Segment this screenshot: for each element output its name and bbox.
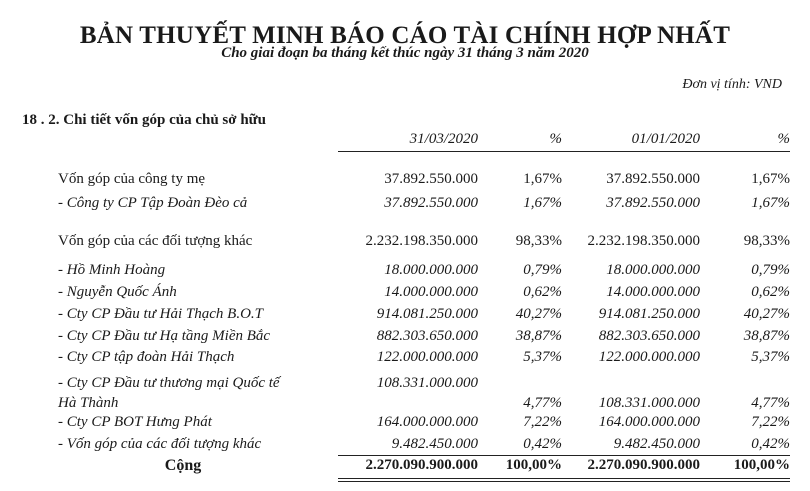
percent-01-01-2020: 38,87% xyxy=(743,328,790,344)
row-label: - Cty CP Đầu tư Hải Thạch B.O.T xyxy=(58,306,263,322)
row-label: - Nguyễn Quốc Ánh xyxy=(58,284,177,300)
value-01-01-2020: 14.000.000.000 xyxy=(606,284,700,300)
percent-31-03-2020: 4,77% xyxy=(523,395,562,411)
row-label: - Cty CP tập đoàn Hải Thạch xyxy=(58,349,235,365)
currency-unit: Đơn vị tính: VND xyxy=(682,77,782,92)
header-pct-1: % xyxy=(549,131,563,147)
percent-01-01-2020: 100,00% xyxy=(733,457,790,473)
percent-01-01-2020: 5,37% xyxy=(751,349,790,365)
value-31-03-2020: 164.000.000.000 xyxy=(376,414,478,430)
value-01-01-2020: 37.892.550.000 xyxy=(606,195,700,211)
percent-31-03-2020: 5,37% xyxy=(523,349,562,365)
percent-31-03-2020: 100,00% xyxy=(505,457,562,473)
percent-31-03-2020: 0,79% xyxy=(523,262,562,278)
subtotal-rule xyxy=(338,455,790,456)
value-01-01-2020: 122.000.000.000 xyxy=(598,349,700,365)
header-date-1: 31/03/2020 xyxy=(409,131,478,147)
percent-31-03-2020: 0,62% xyxy=(523,284,562,300)
row-label: - Hồ Minh Hoàng xyxy=(58,262,166,278)
header-pct-2: % xyxy=(777,131,791,147)
value-01-01-2020: 9.482.450.000 xyxy=(613,436,700,452)
percent-01-01-2020: 1,67% xyxy=(751,195,790,211)
value-01-01-2020: 2.270.090.900.000 xyxy=(587,457,701,473)
row-label: - Cty CP Đầu tư Hạ tầng Miền Bắc xyxy=(58,328,271,344)
value-31-03-2020: 37.892.550.000 xyxy=(384,195,478,211)
value-01-01-2020: 37.892.550.000 xyxy=(606,171,700,187)
section-heading: 18 . 2. Chi tiết vốn góp của chủ sở hữu xyxy=(22,112,267,128)
percent-01-01-2020: 40,27% xyxy=(743,306,790,322)
value-31-03-2020: 108.331.000.000 xyxy=(376,375,478,391)
value-31-03-2020: 18.000.000.000 xyxy=(384,262,478,278)
percent-01-01-2020: 0,42% xyxy=(751,436,790,452)
row-label: - Công ty CP Tập Đoàn Đèo cả xyxy=(58,195,248,211)
row-label: Vốn góp của các đối tượng khác xyxy=(58,233,253,249)
percent-01-01-2020: 7,22% xyxy=(751,414,790,430)
percent-31-03-2020: 1,67% xyxy=(523,171,562,187)
value-31-03-2020: 914.081.250.000 xyxy=(376,306,478,322)
header-date-2: 01/01/2020 xyxy=(631,131,700,147)
percent-31-03-2020: 0,42% xyxy=(523,436,562,452)
value-01-01-2020: 164.000.000.000 xyxy=(598,414,700,430)
total-double-rule-bottom xyxy=(338,481,790,482)
percent-31-03-2020: 98,33% xyxy=(515,233,562,249)
percent-01-01-2020: 0,79% xyxy=(751,262,790,278)
document-title: BẢN THUYẾT MINH BÁO CÁO TÀI CHÍNH HỢP NH… xyxy=(79,22,731,49)
value-31-03-2020: 9.482.450.000 xyxy=(391,436,478,452)
percent-01-01-2020: 4,77% xyxy=(751,395,790,411)
row-label: - Cty CP Đầu tư thương mại Quốc tế xyxy=(58,375,280,391)
row-label: - Cty CP BOT Hưng Phát xyxy=(58,414,212,430)
percent-31-03-2020: 40,27% xyxy=(515,306,562,322)
value-31-03-2020: 2.270.090.900.000 xyxy=(365,457,479,473)
value-31-03-2020: 14.000.000.000 xyxy=(384,284,478,300)
percent-31-03-2020: 7,22% xyxy=(523,414,562,430)
row-label: Cộng xyxy=(164,457,202,474)
percent-01-01-2020: 98,33% xyxy=(743,233,790,249)
value-31-03-2020: 37.892.550.000 xyxy=(384,171,478,187)
document-subtitle: Cho giai đoạn ba tháng kết thúc ngày 31 … xyxy=(221,45,589,61)
percent-31-03-2020: 1,67% xyxy=(523,195,562,211)
percent-01-01-2020: 1,67% xyxy=(751,171,790,187)
value-31-03-2020: 2.232.198.350.000 xyxy=(365,233,479,249)
value-31-03-2020: 122.000.000.000 xyxy=(376,349,478,365)
row-label: Vốn góp của công ty mẹ xyxy=(58,171,206,187)
header-rule xyxy=(338,151,790,152)
value-01-01-2020: 2.232.198.350.000 xyxy=(587,233,701,249)
row-label: - Vốn góp của các đối tượng khác xyxy=(58,436,262,452)
row-label-continued: Hà Thành xyxy=(58,395,119,411)
value-31-03-2020: 882.303.650.000 xyxy=(376,328,478,344)
percent-01-01-2020: 0,62% xyxy=(751,284,790,300)
value-01-01-2020: 108.331.000.000 xyxy=(598,395,700,411)
percent-31-03-2020: 38,87% xyxy=(515,328,562,344)
value-01-01-2020: 18.000.000.000 xyxy=(606,262,700,278)
value-01-01-2020: 914.081.250.000 xyxy=(598,306,700,322)
total-double-rule-top xyxy=(338,478,790,479)
value-01-01-2020: 882.303.650.000 xyxy=(598,328,700,344)
